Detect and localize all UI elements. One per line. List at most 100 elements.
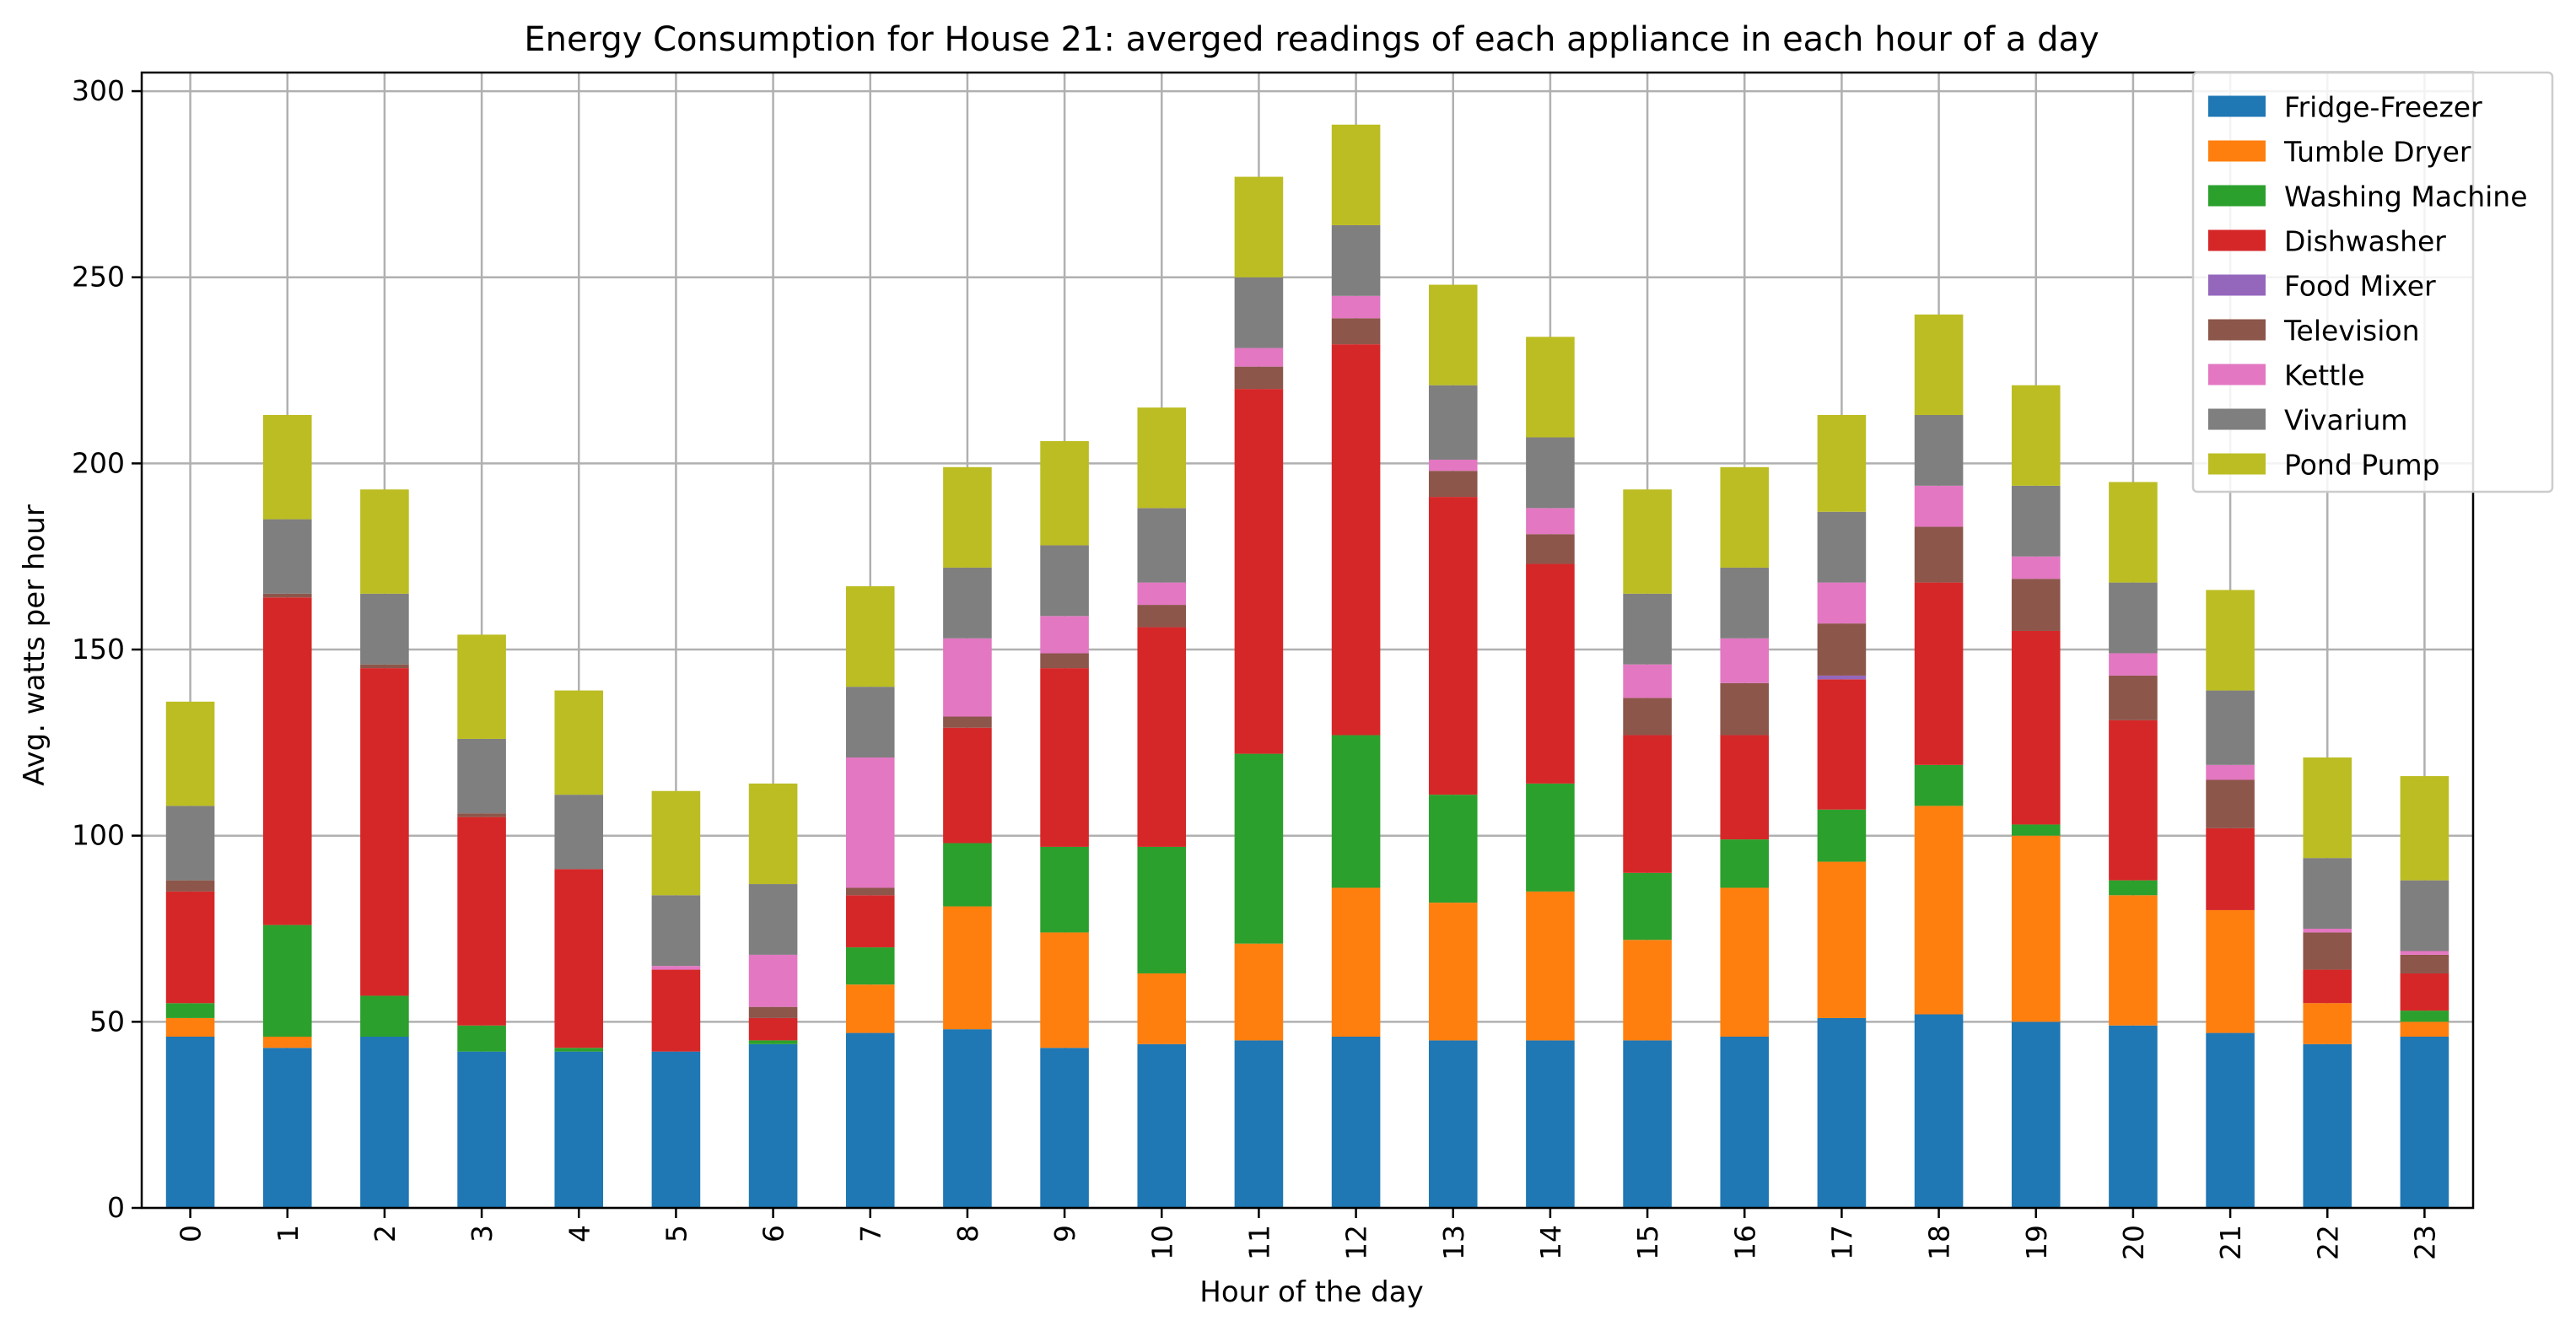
bar-segment-television-hour-7 [845,887,895,896]
bar-segment-vivarium-hour-3 [457,738,506,814]
bar-segment-vivarium-hour-2 [360,593,409,665]
bar-segment-television-hour-11 [1234,366,1284,390]
x-tick-label: 18 [1923,1225,1956,1260]
x-tick-label: 6 [757,1225,790,1242]
x-tick-label: 12 [1340,1225,1373,1260]
bar-segment-vivarium-hour-19 [2011,485,2061,557]
bar-segment-dishwasher-hour-14 [1526,563,1575,784]
bar-segment-dishwasher-hour-13 [1428,497,1478,795]
bar-segment-fridge-freezer-hour-9 [1040,1048,1089,1208]
bar-segment-kettle-hour-16 [1720,638,1770,683]
bar-segment-washing-machine-hour-1 [262,924,312,1037]
bar-segment-dishwasher-hour-9 [1040,668,1089,847]
legend-swatch-kettle [2208,364,2266,385]
bar-segment-pond-pump-hour-10 [1137,407,1187,509]
x-tick-label: 9 [1048,1225,1081,1242]
bar-segment-fridge-freezer-hour-16 [1720,1036,1770,1208]
x-tick-label: 19 [2020,1225,2053,1260]
bar-segment-vivarium-hour-12 [1331,224,1381,296]
bar-segment-fridge-freezer-hour-21 [2206,1032,2255,1208]
legend-swatch-television [2208,319,2266,341]
bar-segment-washing-machine-hour-13 [1428,795,1478,903]
bar-segment-washing-machine-hour-16 [1720,839,1770,888]
bar-segment-vivarium-hour-14 [1526,437,1575,509]
x-tick-label: 2 [369,1225,401,1242]
bar-segment-vivarium-hour-18 [1914,415,1964,486]
bar-segment-vivarium-hour-10 [1137,508,1187,583]
bar-segment-pond-pump-hour-21 [2206,590,2255,691]
bar-segment-vivarium-hour-1 [262,519,312,594]
bar-segment-vivarium-hour-9 [1040,545,1089,617]
bar-segment-television-hour-2 [360,664,409,669]
bar-segment-kettle-hour-19 [2011,556,2061,579]
bar-segment-vivarium-hour-8 [943,567,992,639]
x-tick-label: 10 [1145,1225,1178,1260]
bar-segment-vivarium-hour-17 [1817,511,1867,583]
legend-label-fridge-freezer: Fridge-Freezer [2284,91,2482,124]
bar-segment-fridge-freezer-hour-1 [262,1048,312,1208]
bar-segment-vivarium-hour-20 [2109,582,2158,654]
bar-segment-fridge-freezer-hour-19 [2011,1021,2061,1208]
bar-segment-television-hour-6 [748,1006,798,1018]
bar-segment-television-hour-12 [1331,318,1381,345]
bar-segment-dishwasher-hour-15 [1623,735,1672,873]
bar-segment-fridge-freezer-hour-2 [360,1036,409,1208]
bar-segment-tumble-dryer-hour-8 [943,906,992,1030]
bar-segment-pond-pump-hour-2 [360,489,409,594]
bar-segment-dishwasher-hour-8 [943,727,992,844]
bar-segment-pond-pump-hour-8 [943,466,992,568]
bar-segment-tumble-dryer-hour-0 [165,1017,215,1037]
bar-segment-washing-machine-hour-0 [165,1003,215,1018]
bar-segment-dishwasher-hour-2 [360,668,409,996]
bar-segment-pond-pump-hour-0 [165,701,215,806]
bar-segment-dishwasher-hour-10 [1137,627,1187,847]
bar-segment-pond-pump-hour-19 [2011,385,2061,486]
y-tick-label: 150 [72,633,125,666]
bar-segment-dishwasher-hour-17 [1817,679,1867,810]
bar-segment-kettle-hour-10 [1137,582,1187,606]
x-tick-label: 23 [2408,1225,2441,1260]
bar-segment-vivarium-hour-5 [651,895,701,967]
bar-segment-dishwasher-hour-3 [457,817,506,1026]
bar-segment-dishwasher-hour-0 [165,891,215,1004]
bar-segment-washing-machine-hour-6 [748,1040,798,1044]
bar-segment-television-hour-19 [2011,579,2061,631]
x-tick-label: 22 [2311,1225,2344,1260]
x-tick-label: 0 [175,1225,207,1242]
bar-segment-fridge-freezer-hour-23 [2400,1036,2449,1208]
bar-segment-washing-machine-hour-2 [360,995,409,1037]
bar-segment-pond-pump-hour-20 [2109,482,2158,583]
bar-segment-tumble-dryer-hour-15 [1623,940,1672,1041]
bar-segment-kettle-hour-11 [1234,348,1284,367]
bar-segment-television-hour-1 [262,593,312,598]
bar-segment-television-hour-22 [2303,932,2352,970]
bar-segment-fridge-freezer-hour-15 [1623,1040,1672,1208]
bar-segment-pond-pump-hour-3 [457,634,506,739]
bar-segment-pond-pump-hour-17 [1817,415,1867,512]
bar-segment-kettle-hour-18 [1914,485,1964,527]
bar-segment-dishwasher-hour-5 [651,969,701,1052]
bar-segment-fridge-freezer-hour-6 [748,1043,798,1208]
bar-segment-pond-pump-hour-22 [2303,757,2352,859]
bar-segment-washing-machine-hour-12 [1331,735,1381,888]
bar-segment-tumble-dryer-hour-16 [1720,887,1770,1037]
bar-segment-kettle-hour-20 [2109,653,2158,676]
bar-segment-vivarium-hour-23 [2400,880,2449,951]
bar-segment-fridge-freezer-hour-0 [165,1036,215,1208]
bar-segment-washing-machine-hour-3 [457,1025,506,1052]
bar-segment-washing-machine-hour-8 [943,843,992,907]
x-tick-label: 11 [1242,1225,1275,1260]
legend-label-dishwasher: Dishwasher [2284,225,2446,258]
bar-segment-tumble-dryer-hour-12 [1331,887,1381,1037]
bar-segment-pond-pump-hour-6 [748,783,798,885]
bar-segment-pond-pump-hour-11 [1234,176,1284,278]
bar-segment-vivarium-hour-16 [1720,567,1770,639]
x-tick-label: 14 [1534,1225,1567,1260]
bar-segment-television-hour-8 [943,716,992,728]
bar-segment-vivarium-hour-7 [845,687,895,758]
legend-swatch-washing-machine [2208,185,2266,207]
bar-segment-tumble-dryer-hour-9 [1040,932,1089,1048]
x-tick-label: 17 [1825,1225,1858,1260]
bar-segment-fridge-freezer-hour-5 [651,1051,701,1208]
